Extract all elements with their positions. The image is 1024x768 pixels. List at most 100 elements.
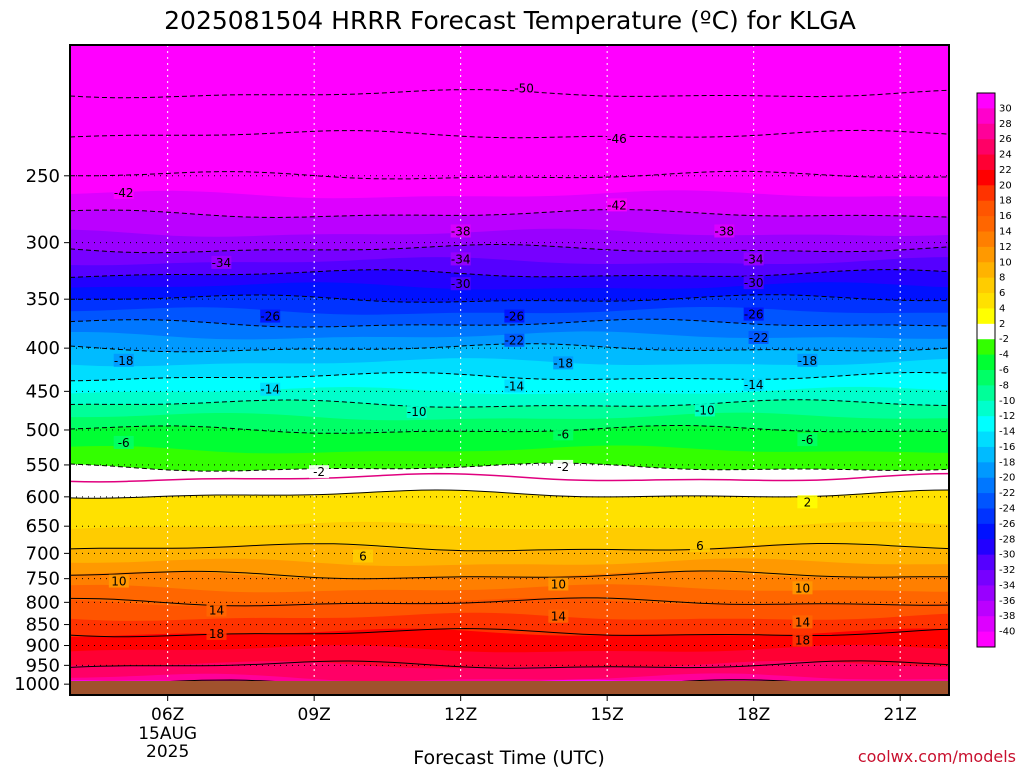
contour-label-bg bbox=[514, 81, 535, 95]
contour-label: 14 bbox=[551, 610, 566, 624]
isotherm-contours: -50-46-42-42-38 -38-34 -34 -34-30 -30-26 -26-… bbox=[70, 81, 949, 688]
contour-label: -14 bbox=[744, 378, 764, 392]
colorbar-swatch bbox=[977, 154, 995, 171]
contour-label-bg bbox=[450, 224, 471, 238]
contour-label-bg bbox=[211, 255, 232, 269]
isotherm bbox=[70, 425, 949, 434]
isotherm bbox=[70, 570, 949, 580]
contour-label-bg bbox=[113, 353, 134, 367]
contour-label: -18 bbox=[114, 354, 134, 368]
x-tick-label: 12Z bbox=[444, 705, 477, 725]
y-tick-label: 350 bbox=[26, 289, 60, 310]
isotherm bbox=[70, 660, 949, 669]
contour-label-bg bbox=[606, 198, 627, 212]
colorbar-label: -8 bbox=[999, 380, 1009, 391]
contour-label: -50 bbox=[514, 81, 534, 95]
y-tick-label: 750 bbox=[26, 569, 60, 590]
contour-label: 14 bbox=[795, 615, 810, 629]
temperature-bands bbox=[70, 45, 949, 695]
contour-label-bg bbox=[792, 633, 813, 647]
colorbar-swatch bbox=[977, 231, 995, 248]
freezing-line bbox=[70, 472, 949, 483]
y-tick-label: 600 bbox=[26, 487, 60, 508]
isotherm bbox=[70, 89, 949, 99]
y-tick-label: 500 bbox=[26, 420, 60, 441]
colorbar-swatch bbox=[977, 570, 995, 586]
colorbar-label: 16 bbox=[999, 211, 1012, 222]
contour-label-bg bbox=[553, 427, 574, 441]
contour-label-bg bbox=[450, 277, 471, 291]
colorbar-swatch bbox=[977, 246, 995, 263]
contour-label-bg bbox=[743, 252, 764, 266]
contour-label-bg bbox=[260, 382, 281, 396]
colorbar-label: 8 bbox=[999, 273, 1005, 284]
contour-label: -34 bbox=[451, 252, 471, 266]
chart-title: 2025081504 HRRR Forecast Temperature (ºC… bbox=[164, 6, 856, 35]
contour-label-bg bbox=[694, 403, 715, 417]
colorbar-swatch bbox=[977, 323, 995, 340]
colorbar-swatch bbox=[977, 339, 995, 356]
contour-label: -10 bbox=[695, 403, 715, 417]
isotherm bbox=[70, 243, 949, 254]
contour-label-bg bbox=[353, 549, 373, 563]
y-tick-label: 800 bbox=[26, 592, 60, 613]
colorbar-label: 18 bbox=[999, 196, 1012, 207]
contour-label: -2 bbox=[557, 460, 569, 474]
colorbar-label: -22 bbox=[999, 488, 1015, 499]
contour-label: -42 bbox=[114, 186, 134, 200]
contour-label: 6 bbox=[359, 549, 367, 563]
colorbar-label: -4 bbox=[999, 350, 1009, 361]
contour-label: -14 bbox=[505, 379, 525, 393]
contour-label: 10 bbox=[795, 581, 810, 595]
contour-label: 6 bbox=[696, 539, 704, 553]
y-tick-label: 950 bbox=[26, 655, 60, 676]
contour-label-bg bbox=[504, 333, 525, 347]
colorbar-swatch bbox=[977, 200, 995, 217]
colorbar-label: 2 bbox=[999, 319, 1005, 330]
colorbar-swatch bbox=[977, 508, 995, 525]
colorbar-swatch bbox=[977, 523, 995, 540]
contour-label: -6 bbox=[557, 427, 569, 441]
contour-label-bg bbox=[748, 330, 769, 344]
contour-label-bg bbox=[714, 224, 735, 238]
colorbar-swatch bbox=[977, 431, 995, 448]
isotherm bbox=[70, 318, 949, 328]
colorbar-swatch bbox=[977, 216, 995, 232]
y-tick-label: 900 bbox=[26, 636, 60, 657]
colorbar-swatch bbox=[977, 539, 995, 556]
contour-label-bg bbox=[797, 353, 818, 367]
colorbar-label: -28 bbox=[999, 534, 1015, 545]
colorbar-swatch bbox=[977, 616, 995, 633]
contour-label-bg bbox=[113, 185, 134, 199]
contour-label: -18 bbox=[553, 356, 573, 370]
colorbar-swatch bbox=[977, 93, 995, 109]
colorbar-swatch bbox=[977, 400, 995, 417]
colorbar-label: 26 bbox=[999, 134, 1012, 145]
y-tick-label: 300 bbox=[26, 233, 60, 254]
contour-label: -22 bbox=[505, 334, 525, 348]
contour-label-bg bbox=[743, 276, 764, 290]
colorbar-swatch bbox=[977, 370, 995, 386]
contour-label-bg bbox=[553, 459, 574, 473]
contour-label-bg bbox=[108, 574, 129, 588]
contour-label: 10 bbox=[111, 575, 126, 589]
colorbar-label: -34 bbox=[999, 580, 1015, 591]
isotherm bbox=[70, 269, 949, 278]
colorbar-label: -24 bbox=[999, 504, 1015, 515]
x-tick-label: 09Z bbox=[298, 705, 331, 725]
colorbar-label: -20 bbox=[999, 473, 1015, 484]
colorbar-swatch bbox=[977, 262, 995, 279]
contour-label: -14 bbox=[260, 383, 280, 397]
colorbar-label: 12 bbox=[999, 242, 1012, 253]
contour-label: 18 bbox=[795, 634, 810, 648]
x-year-label: 2025 bbox=[146, 742, 189, 762]
colorbar-label: -32 bbox=[999, 565, 1015, 576]
contour-label: -10 bbox=[407, 405, 427, 419]
colorbar-label: -10 bbox=[999, 396, 1015, 407]
colorbar-swatch bbox=[977, 293, 995, 309]
colorbar-label: 22 bbox=[999, 165, 1012, 176]
contour-label: -6 bbox=[118, 436, 130, 450]
contour-label: 2 bbox=[804, 495, 812, 509]
colorbar-label: 14 bbox=[999, 227, 1012, 238]
